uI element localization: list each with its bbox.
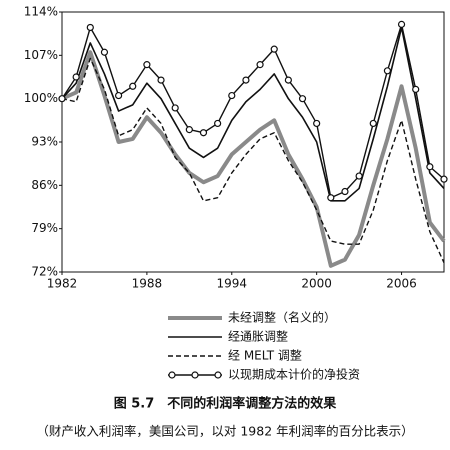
legend-marker [214,371,222,379]
legend-label: 经通胀调整 [228,329,288,344]
point [100,48,109,56]
legend-marker [168,371,176,379]
chart-caption: 图 5.7 不同的利润率调整方法的效果 [114,396,337,412]
x-tick-label: 2006 [386,277,417,291]
point [256,61,264,69]
series-line [61,26,445,202]
point [58,95,66,103]
point [129,82,137,90]
point [298,95,307,103]
point [412,85,420,93]
y-tick-label: 114% [24,5,58,19]
point [369,119,377,128]
point [86,23,94,32]
x-tick-label: 1988 [132,277,163,291]
point [228,91,236,100]
point [214,119,222,128]
point [355,172,363,180]
series-line [61,57,445,264]
y-tick-label: 86% [31,178,58,192]
legend-label: 未经调整（名义的） [228,310,336,325]
point [199,129,208,137]
x-tick-label: 1982 [47,277,78,291]
point [383,67,392,75]
point [284,76,292,84]
series-line [61,50,446,268]
point [242,76,250,84]
point [327,194,335,202]
legend-marker [191,371,199,379]
point [270,45,278,53]
point [440,175,448,183]
point [341,187,349,196]
point [397,20,406,28]
y-tick-label: 107% [24,48,58,62]
y-tick-label: 72% [31,265,58,279]
point [426,163,434,171]
point [313,119,321,128]
legend-label: 以现期成本计价的净投资 [228,367,360,382]
point [157,76,165,84]
x-tick-label: 2000 [301,277,332,291]
point [114,91,123,100]
point [72,73,80,81]
point [185,126,193,134]
legend-label: 经 MELT 调整 [228,348,302,363]
point [171,104,179,112]
y-tick-label: 100% [24,91,58,105]
y-tick-label: 93% [31,135,58,149]
chart-subtitle: （财产收入利润率，美国公司，以对 1982 年利润率的百分比表示） [36,424,413,439]
x-tick-label: 1994 [217,277,248,291]
y-tick-label: 79% [31,221,58,235]
series-line [61,23,445,199]
point [143,61,151,69]
